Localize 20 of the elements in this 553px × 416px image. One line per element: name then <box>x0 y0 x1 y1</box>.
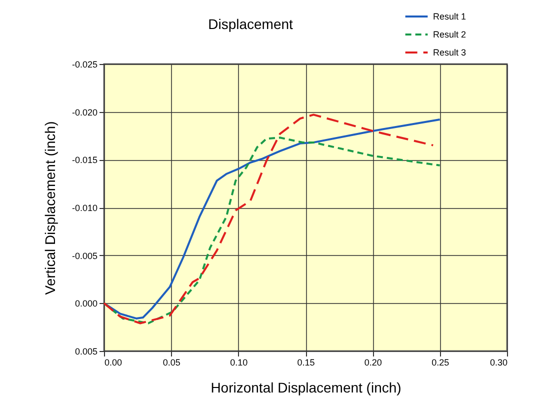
y-tick-label: 0.005 <box>74 346 98 356</box>
chart-title: Displacement <box>208 16 294 32</box>
y-tick-label: -0.020 <box>72 107 98 118</box>
y-tick-label: -0.005 <box>72 250 98 261</box>
x-tick-label: 0.15 <box>297 358 315 368</box>
y-tick-label: -0.025 <box>72 60 98 70</box>
legend-label: Result 1 <box>433 12 466 22</box>
x-tick-label: 0.00 <box>104 358 122 368</box>
y-tick-label: -0.010 <box>72 203 98 213</box>
y-axis-title: Vertical Displacement (inch) <box>42 121 58 295</box>
legend-label: Result 3 <box>433 48 466 58</box>
x-tick-label: 0.05 <box>162 358 180 368</box>
x-tick-label: 0.20 <box>364 358 382 368</box>
x-axis-title: Horizontal Displacement (inch) <box>210 380 402 396</box>
legend-label: Result 2 <box>433 30 466 40</box>
y-tick-label: -0.015 <box>72 155 98 166</box>
y-tick-label: 0.000 <box>74 298 98 309</box>
x-tick-label: 0.30 <box>490 358 508 368</box>
x-tick-label: 0.25 <box>432 358 450 368</box>
x-tick-label: 0.10 <box>230 358 248 368</box>
